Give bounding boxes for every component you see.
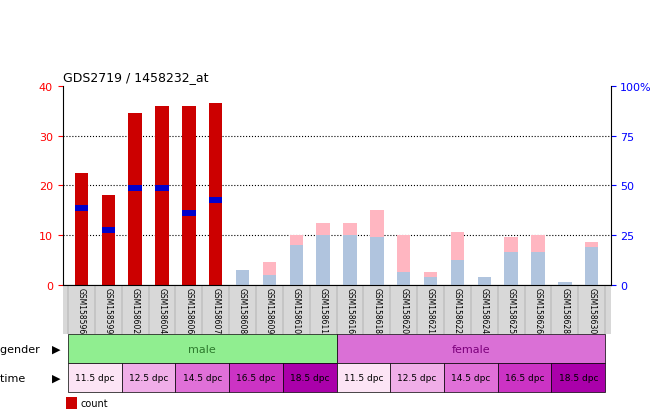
Bar: [551, 363, 605, 392]
Text: GDS2719 / 1458232_at: GDS2719 / 1458232_at: [63, 71, 208, 84]
Bar: [236, 278, 249, 285]
Bar: [424, 278, 438, 285]
Text: 16.5 dpc: 16.5 dpc: [505, 373, 544, 382]
Bar: [283, 363, 337, 392]
Bar: [290, 235, 303, 285]
Text: GSM158618: GSM158618: [372, 287, 381, 333]
Text: female: female: [451, 344, 490, 354]
Text: GSM158599: GSM158599: [104, 287, 113, 334]
Bar: [75, 173, 88, 285]
Text: GSM158609: GSM158609: [265, 287, 274, 334]
Bar: [397, 235, 411, 285]
Bar: [451, 260, 464, 285]
Bar: [558, 282, 572, 285]
Bar: [155, 107, 169, 285]
Text: ▶: ▶: [52, 344, 60, 354]
Bar: [504, 238, 518, 285]
Bar: [102, 228, 115, 233]
Text: 16.5 dpc: 16.5 dpc: [236, 373, 276, 382]
Bar: [585, 243, 599, 285]
Text: GSM158607: GSM158607: [211, 287, 220, 334]
Text: time: time: [0, 373, 29, 383]
Text: GSM158602: GSM158602: [131, 287, 140, 333]
Text: count: count: [81, 398, 108, 408]
Bar: [209, 104, 222, 285]
Bar: [176, 363, 229, 392]
Bar: [337, 335, 605, 363]
Text: GSM158616: GSM158616: [346, 287, 354, 333]
Bar: [316, 235, 330, 285]
Text: GSM158624: GSM158624: [480, 287, 489, 333]
Text: 12.5 dpc: 12.5 dpc: [397, 373, 437, 382]
Text: GSM158606: GSM158606: [184, 287, 193, 334]
Bar: [397, 273, 411, 285]
Text: GSM158610: GSM158610: [292, 287, 301, 333]
Text: GSM158596: GSM158596: [77, 287, 86, 334]
Text: GSM158628: GSM158628: [560, 287, 570, 333]
Bar: [424, 273, 438, 285]
Bar: [129, 114, 142, 285]
Bar: [370, 211, 383, 285]
Bar: [229, 363, 283, 392]
Bar: [209, 198, 222, 204]
Text: 12.5 dpc: 12.5 dpc: [129, 373, 168, 382]
Bar: [498, 363, 551, 392]
Text: gender: gender: [0, 344, 44, 354]
Bar: [337, 363, 390, 392]
Bar: [444, 363, 498, 392]
Text: 14.5 dpc: 14.5 dpc: [451, 373, 490, 382]
Text: GSM158622: GSM158622: [453, 287, 462, 333]
Text: 18.5 dpc: 18.5 dpc: [558, 373, 598, 382]
Bar: [75, 205, 88, 211]
Bar: [182, 210, 195, 216]
Text: 11.5 dpc: 11.5 dpc: [344, 373, 383, 382]
Bar: [182, 107, 195, 285]
Bar: [68, 363, 122, 392]
Bar: [451, 233, 464, 285]
Bar: [370, 238, 383, 285]
Text: 11.5 dpc: 11.5 dpc: [75, 373, 115, 382]
Text: GSM158626: GSM158626: [533, 287, 543, 333]
Text: GSM158608: GSM158608: [238, 287, 247, 333]
Bar: [155, 185, 169, 191]
Bar: [316, 223, 330, 285]
Bar: [122, 363, 176, 392]
Text: GSM158625: GSM158625: [507, 287, 515, 333]
Bar: [102, 196, 115, 285]
Text: 14.5 dpc: 14.5 dpc: [183, 373, 222, 382]
Text: GSM158604: GSM158604: [158, 287, 166, 334]
Text: ▶: ▶: [52, 373, 60, 383]
Bar: [585, 248, 599, 285]
Bar: [504, 253, 518, 285]
Bar: [343, 235, 357, 285]
Bar: [129, 185, 142, 191]
Text: 18.5 dpc: 18.5 dpc: [290, 373, 329, 382]
Bar: [68, 335, 337, 363]
Bar: [531, 253, 544, 285]
Text: GSM158630: GSM158630: [587, 287, 596, 334]
Text: GSM158620: GSM158620: [399, 287, 409, 333]
Text: GSM158621: GSM158621: [426, 287, 435, 333]
Text: GSM158611: GSM158611: [319, 287, 327, 333]
Bar: [343, 223, 357, 285]
Bar: [263, 263, 276, 285]
Bar: [478, 278, 491, 285]
Bar: [390, 363, 444, 392]
Bar: [531, 235, 544, 285]
Bar: [290, 245, 303, 285]
Bar: [236, 270, 249, 285]
Text: male: male: [189, 344, 216, 354]
Bar: [263, 275, 276, 285]
